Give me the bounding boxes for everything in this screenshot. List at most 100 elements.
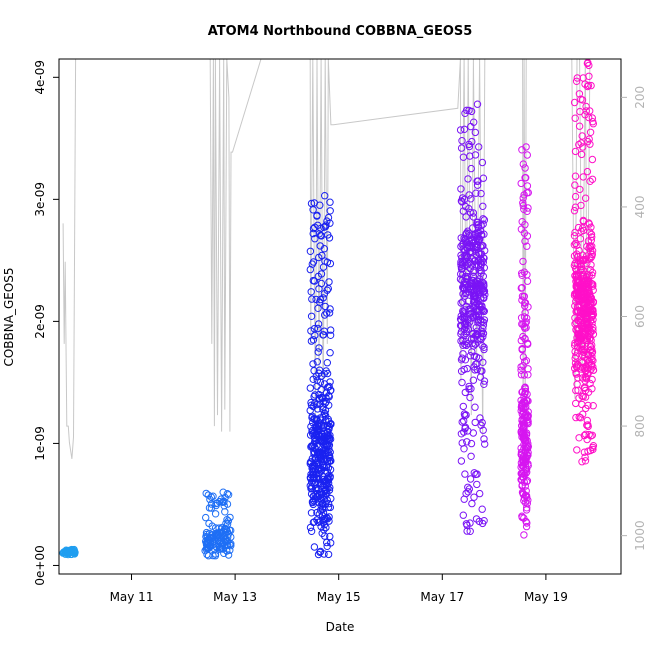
data-point <box>314 550 323 559</box>
data-point <box>523 390 531 398</box>
data-point <box>458 322 466 330</box>
data-point <box>325 486 334 494</box>
data-point <box>310 447 318 456</box>
data-point <box>576 414 585 422</box>
data-point <box>583 421 591 429</box>
data-point <box>465 229 473 237</box>
data-point <box>479 215 487 223</box>
data-point <box>584 447 592 455</box>
data-point <box>317 522 325 531</box>
data-point <box>571 290 579 298</box>
data-point <box>579 173 587 181</box>
data-point <box>314 320 323 328</box>
data-point <box>307 288 315 296</box>
data-point <box>309 336 318 344</box>
data-point <box>523 232 532 240</box>
data-point <box>522 469 530 478</box>
y2-tick-label: 1000 <box>633 520 647 551</box>
data-point <box>323 309 331 317</box>
data-point <box>522 478 531 486</box>
data-point <box>321 311 329 319</box>
data-point <box>588 268 597 277</box>
data-point <box>317 232 326 240</box>
y-tick-label: 1e-09 <box>33 426 47 461</box>
data-point <box>581 194 590 202</box>
data-point <box>315 390 323 399</box>
data-point <box>317 386 325 394</box>
data-point <box>522 506 531 514</box>
data-point <box>460 246 469 254</box>
data-point <box>588 247 597 255</box>
data-point <box>312 474 320 482</box>
data-point <box>523 339 532 347</box>
data-point <box>588 385 596 393</box>
data-point <box>320 463 328 472</box>
data-point <box>519 353 528 361</box>
data-point <box>307 509 316 517</box>
data-point <box>322 221 330 229</box>
data-point <box>521 164 529 172</box>
data-point <box>523 468 531 476</box>
data-point <box>586 346 594 354</box>
data-point <box>467 452 475 460</box>
data-point <box>470 493 478 501</box>
data-point <box>480 294 488 302</box>
data-point <box>459 239 468 248</box>
data-point <box>582 375 591 383</box>
data-point <box>461 272 470 281</box>
data-point <box>307 199 316 208</box>
data-point <box>520 412 528 420</box>
data-point <box>462 213 470 221</box>
data-point <box>480 281 488 289</box>
data-point <box>471 366 479 374</box>
data-point <box>521 482 529 490</box>
y2-tick-label: 600 <box>633 305 647 328</box>
data-point <box>460 195 469 204</box>
data-point <box>324 475 332 484</box>
data-point <box>462 411 470 419</box>
data-point <box>575 246 583 255</box>
data-point <box>576 185 584 194</box>
data-point <box>578 296 587 304</box>
data-point <box>319 294 327 302</box>
data-point <box>570 241 579 249</box>
data-point <box>316 414 324 422</box>
data-point <box>571 172 580 180</box>
data-point <box>570 207 579 215</box>
data-point <box>517 469 525 478</box>
data-point <box>472 189 480 197</box>
data-point <box>573 272 581 280</box>
y2-tick-label: 400 <box>633 195 647 218</box>
data-point <box>211 552 220 560</box>
data-point <box>586 177 594 186</box>
data-point <box>309 462 317 470</box>
data-point <box>520 371 528 379</box>
data-point <box>517 363 525 371</box>
data-point <box>457 299 465 307</box>
data-point <box>207 504 216 512</box>
data-point <box>461 356 470 364</box>
data-point <box>523 242 531 250</box>
data-point <box>323 217 331 225</box>
data-point <box>473 181 482 189</box>
data-point <box>581 457 590 465</box>
data-point <box>579 226 588 235</box>
data-point <box>524 397 532 405</box>
data-point <box>479 258 487 266</box>
data-point <box>522 414 530 422</box>
data-point <box>480 345 488 354</box>
data-point <box>466 258 474 266</box>
data-point <box>466 393 474 402</box>
data-point <box>215 524 223 532</box>
data-point <box>588 375 596 384</box>
data-point <box>307 401 316 409</box>
plot-frame <box>58 58 622 575</box>
data-point <box>314 425 322 434</box>
data-point <box>457 367 466 375</box>
data-point <box>219 540 227 548</box>
data-point <box>319 508 328 517</box>
data-point <box>518 292 527 300</box>
data-point <box>202 528 211 537</box>
data-point <box>477 421 485 429</box>
data-point <box>316 437 324 445</box>
